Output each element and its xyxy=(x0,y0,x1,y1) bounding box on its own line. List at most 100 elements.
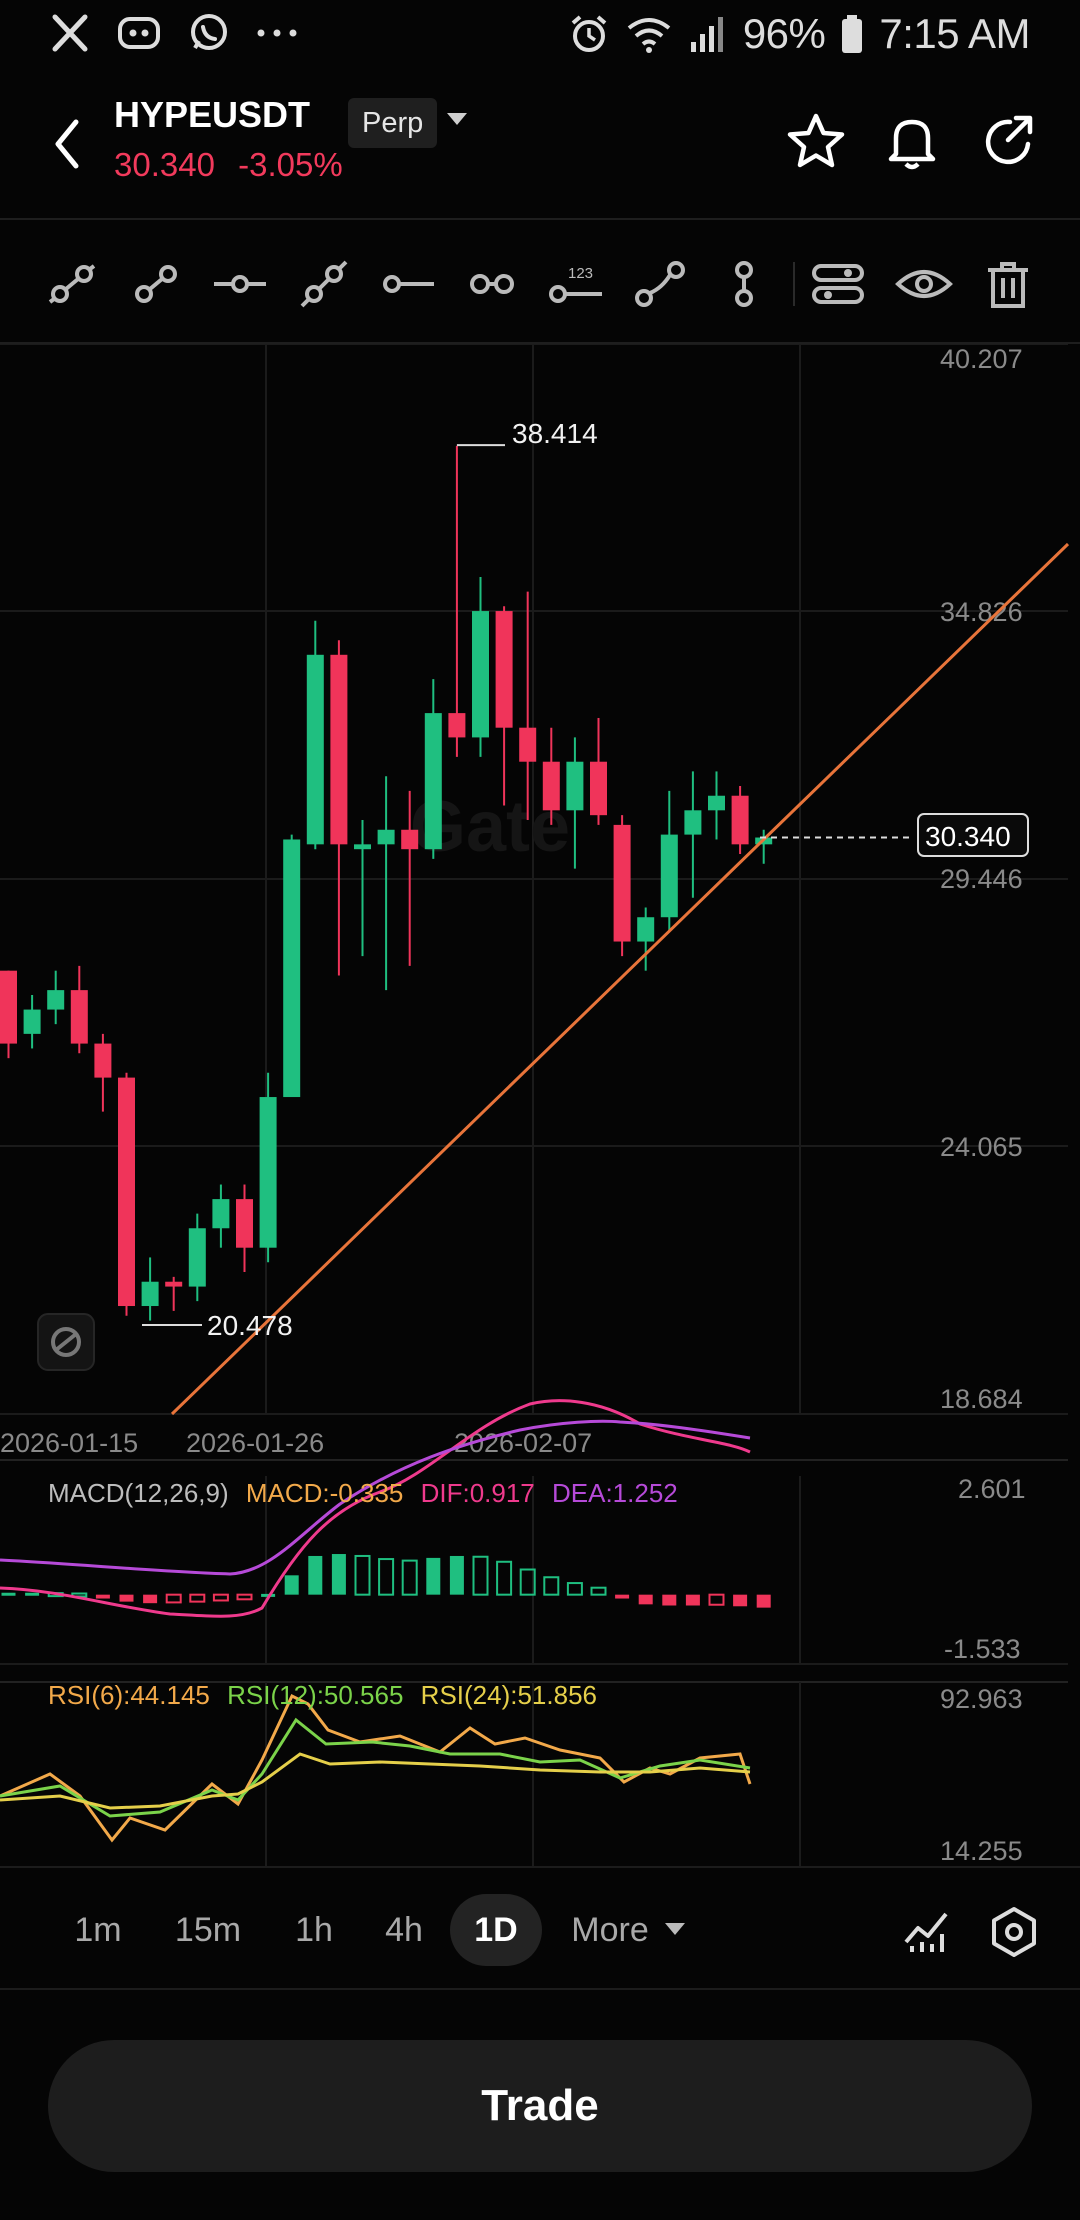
parallel-channel-tool-icon[interactable] xyxy=(462,254,522,314)
drawing-toolbar: 123 xyxy=(0,222,1080,344)
battery-icon xyxy=(842,15,863,53)
candle-up xyxy=(188,1228,206,1287)
x-axis-label: 2026-01-26 xyxy=(186,1428,324,1458)
macd-bar xyxy=(378,1558,395,1596)
y-axis-label: 29.446 xyxy=(940,864,1023,894)
share-icon[interactable] xyxy=(976,110,1040,174)
y-axis-label: 24.065 xyxy=(940,1132,1023,1162)
tf-4h[interactable]: 4h xyxy=(385,1911,423,1949)
macd-bar xyxy=(566,1582,583,1596)
candle-down xyxy=(519,727,537,762)
candle-down xyxy=(70,990,88,1044)
macd-bar xyxy=(189,1593,206,1603)
trend-line[interactable] xyxy=(170,542,1070,1416)
horizontal-line-tool-icon[interactable] xyxy=(210,254,270,314)
candlestick-chart[interactable]: Gate 40.207 34.826 29.446 24.065 18.684 … xyxy=(0,344,1080,1866)
timeframe-bar: 1m 15m 1h 4h 1D More xyxy=(0,1866,1080,1990)
macd-bar xyxy=(165,1593,182,1604)
settings-hexagon-icon[interactable] xyxy=(986,1904,1042,1960)
candle-up xyxy=(141,1281,159,1307)
tf-more[interactable]: More xyxy=(571,1911,649,1949)
tf-1d[interactable]: 1D xyxy=(450,1894,542,1966)
candle-up xyxy=(212,1199,230,1229)
candle-up xyxy=(354,844,371,850)
macd-title: MACD(12,26,9) xyxy=(48,1478,229,1508)
chart-area[interactable]: Gate 40.207 34.826 29.446 24.065 18.684 … xyxy=(0,344,1080,1866)
horizontal-ray-tool-icon[interactable] xyxy=(378,254,438,314)
bell-icon[interactable] xyxy=(880,110,944,174)
macd-bar xyxy=(662,1594,677,1606)
candle-down xyxy=(165,1281,183,1287)
extended-line-tool-icon[interactable] xyxy=(294,254,354,314)
y-axis-label: 18.684 xyxy=(940,1384,1023,1414)
candle-down xyxy=(613,824,631,942)
rsi-max: 92.963 xyxy=(940,1684,1023,1714)
contract-type-badge[interactable]: Perp xyxy=(348,98,438,148)
vertical-line-tool-icon[interactable] xyxy=(714,254,774,314)
macd-bar xyxy=(590,1586,607,1596)
trash-icon[interactable] xyxy=(978,254,1038,314)
rsi24-line xyxy=(0,1752,751,1810)
rsi6-line xyxy=(0,1693,752,1843)
low-value: 20.478 xyxy=(207,1310,293,1341)
macd-max: 2.601 xyxy=(958,1474,1026,1504)
candle-up xyxy=(472,611,489,738)
tf-1m[interactable]: 1m xyxy=(74,1911,122,1949)
candle-down xyxy=(118,1077,135,1307)
y-axis-label: 40.207 xyxy=(940,344,1023,374)
segment-tool-icon[interactable] xyxy=(42,254,102,314)
chart-logo-icon xyxy=(51,1327,81,1357)
symbol-title[interactable]: HYPEUSDT xyxy=(114,94,311,135)
chart-logo-slash xyxy=(54,1332,78,1352)
macd-bar xyxy=(308,1555,323,1595)
high-marker: 38.414 xyxy=(456,418,598,449)
candle-up xyxy=(283,839,301,1098)
tf-15m[interactable]: 15m xyxy=(174,1911,242,1949)
more-chevron-icon[interactable] xyxy=(664,1922,686,1936)
candle-down xyxy=(401,829,419,850)
tf-1h[interactable]: 1h xyxy=(295,1911,333,1949)
macd-bar xyxy=(95,1594,110,1599)
x-icon xyxy=(52,14,88,52)
signal-icon xyxy=(690,17,723,52)
rsi-legend: RSI(6):44.145 RSI(12):50.565 RSI(24):51.… xyxy=(48,1680,597,1711)
macd-bar xyxy=(401,1559,418,1596)
candle-down xyxy=(0,970,17,1044)
star-icon[interactable] xyxy=(784,110,848,174)
macd-bar xyxy=(236,1593,253,1601)
eye-icon[interactable] xyxy=(894,254,954,314)
candle-up xyxy=(708,795,725,811)
alarm-icon xyxy=(571,15,607,52)
candle-down xyxy=(236,1199,253,1248)
macd-bar xyxy=(519,1568,536,1596)
rsi12-line xyxy=(0,1717,751,1818)
macd-bar xyxy=(25,1592,40,1596)
high-value: 38.414 xyxy=(512,418,598,449)
macd-legend: MACD(12,26,9) MACD:-0.335 DIF:0.917 DEA:… xyxy=(48,1478,678,1509)
macd-bar xyxy=(426,1557,441,1595)
x-axis-label: 2026-01-15 xyxy=(0,1428,138,1458)
ray-tool-icon[interactable] xyxy=(126,254,186,314)
candle-up xyxy=(566,761,584,811)
price-change: -3.05% xyxy=(238,146,343,183)
price-label-tool-icon[interactable]: 123 xyxy=(546,254,606,314)
discord-icon xyxy=(118,17,160,49)
macd-bar xyxy=(543,1576,560,1596)
dif-value: DIF:0.917 xyxy=(420,1478,535,1508)
macd-bar xyxy=(638,1594,653,1605)
indicators-icon[interactable] xyxy=(900,1904,956,1960)
curve-tool-icon[interactable] xyxy=(630,254,690,314)
low-marker: 20.478 xyxy=(142,1310,293,1341)
candle-up xyxy=(306,654,324,845)
object-tree-icon[interactable] xyxy=(808,254,868,314)
candle-up xyxy=(377,829,395,845)
candle-down xyxy=(94,1043,112,1078)
last-price-tag xyxy=(917,813,1029,857)
wifi-icon xyxy=(627,18,671,53)
dea-line xyxy=(0,1419,751,1576)
chevron-down-icon[interactable] xyxy=(446,112,468,126)
macd-bar xyxy=(472,1555,489,1596)
trade-button[interactable]: Trade xyxy=(48,2040,1032,2172)
back-arrow-icon[interactable] xyxy=(40,108,96,178)
candle-up xyxy=(259,1097,277,1248)
